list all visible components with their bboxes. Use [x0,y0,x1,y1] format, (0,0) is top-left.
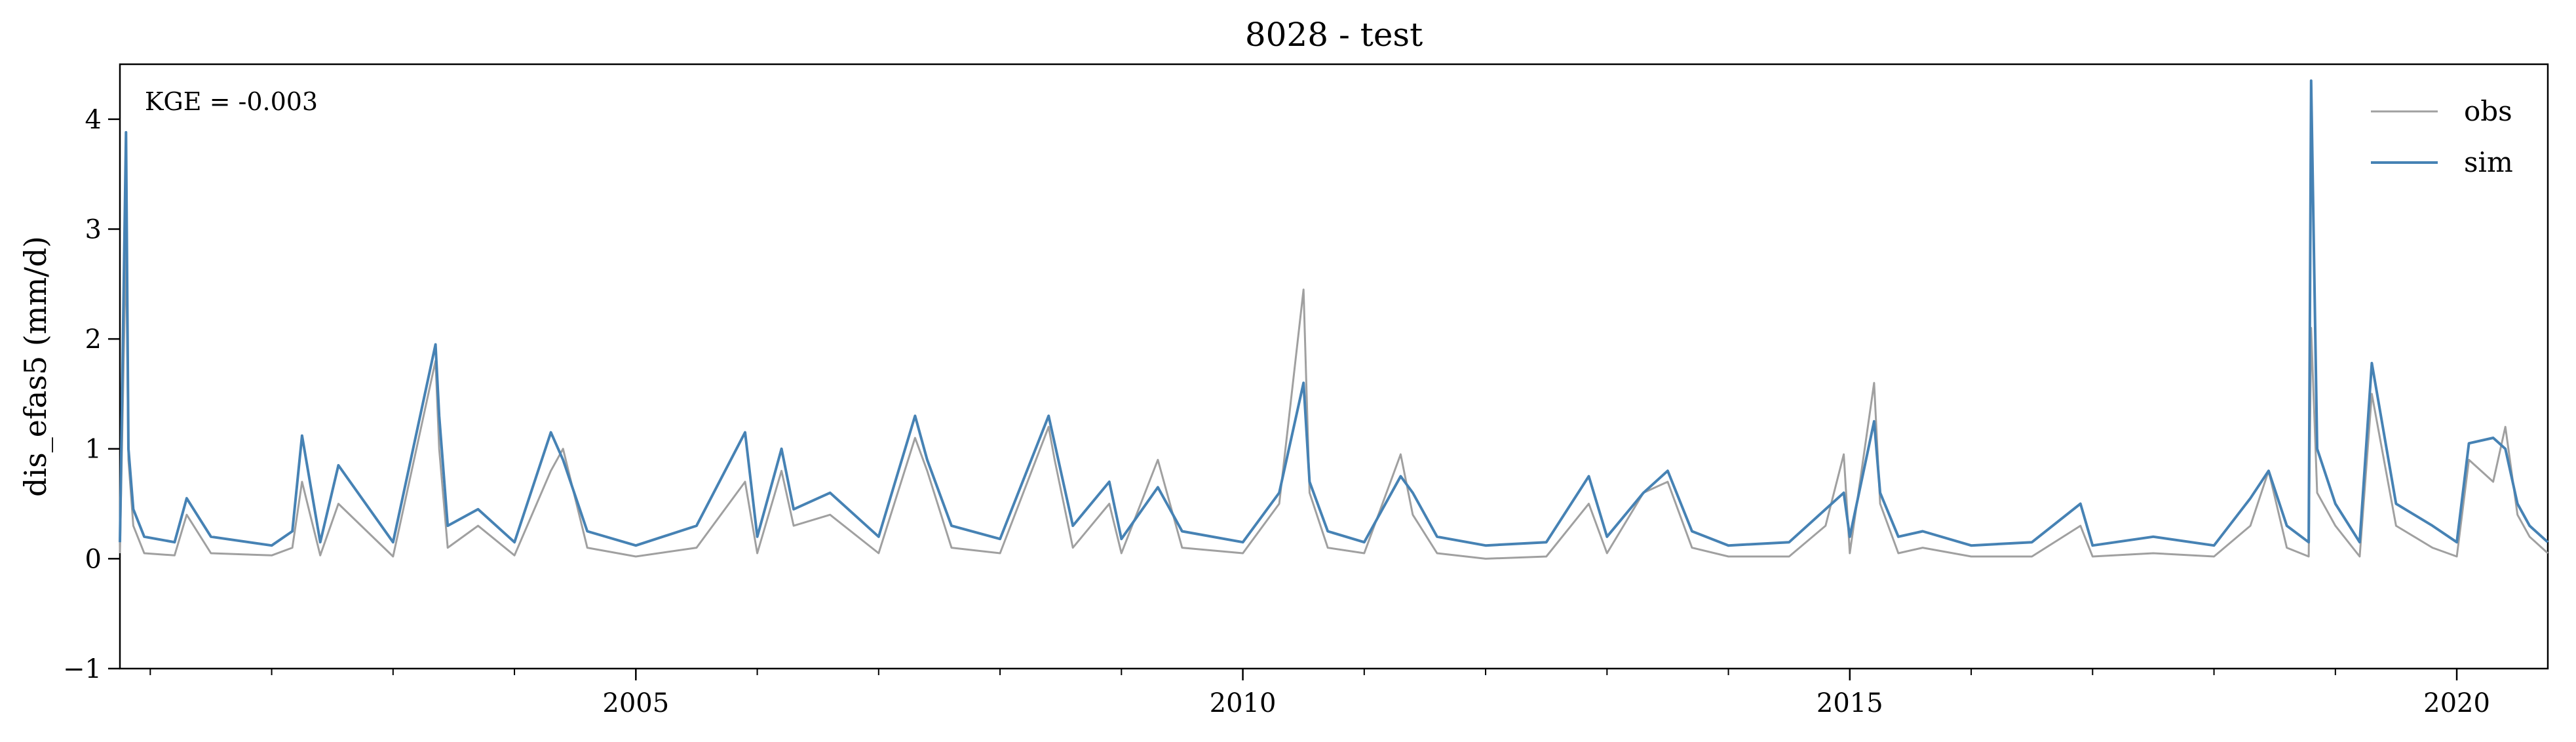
x-axis: 2005 2010 2015 2020 [149,669,2490,718]
legend: obs sim [2371,95,2513,178]
x-tick-label: 2015 [1817,688,1883,718]
x-tick-label: 2020 [2423,688,2490,718]
y-tick-label: 4 [85,105,102,135]
y-tick-label: 0 [85,544,102,574]
chart-title: 8028 - test [1245,16,1423,54]
y-axis: −1 0 1 2 3 4 [63,105,120,684]
series-layer [119,79,2549,560]
y-tick-label: 3 [85,214,102,244]
plot-frame [119,63,2549,670]
x-tick-label: 2005 [602,688,669,718]
series-line-sim [119,79,2549,547]
kge-annotation: KGE = -0.003 [145,87,318,116]
y-tick-label: 1 [85,435,102,465]
x-tick-label: 2010 [1210,688,1277,718]
y-tick-label: 2 [85,324,102,355]
y-tick-label: −1 [63,654,102,684]
plot-area: KGE = -0.003 [119,63,2549,670]
legend-label-sim: sim [2464,146,2513,178]
legend-label-obs: obs [2464,95,2512,127]
y-axis-label: dis_efas5 (mm/d) [18,236,53,497]
series-line-obs [119,239,2549,560]
